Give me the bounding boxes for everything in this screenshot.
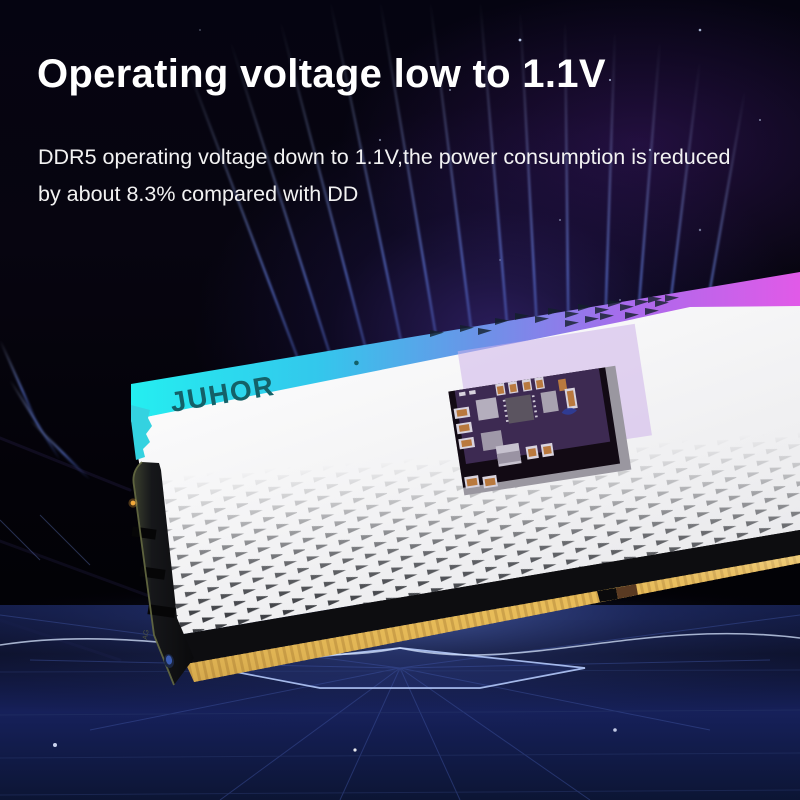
svg-text:AG: AG: [142, 629, 151, 640]
